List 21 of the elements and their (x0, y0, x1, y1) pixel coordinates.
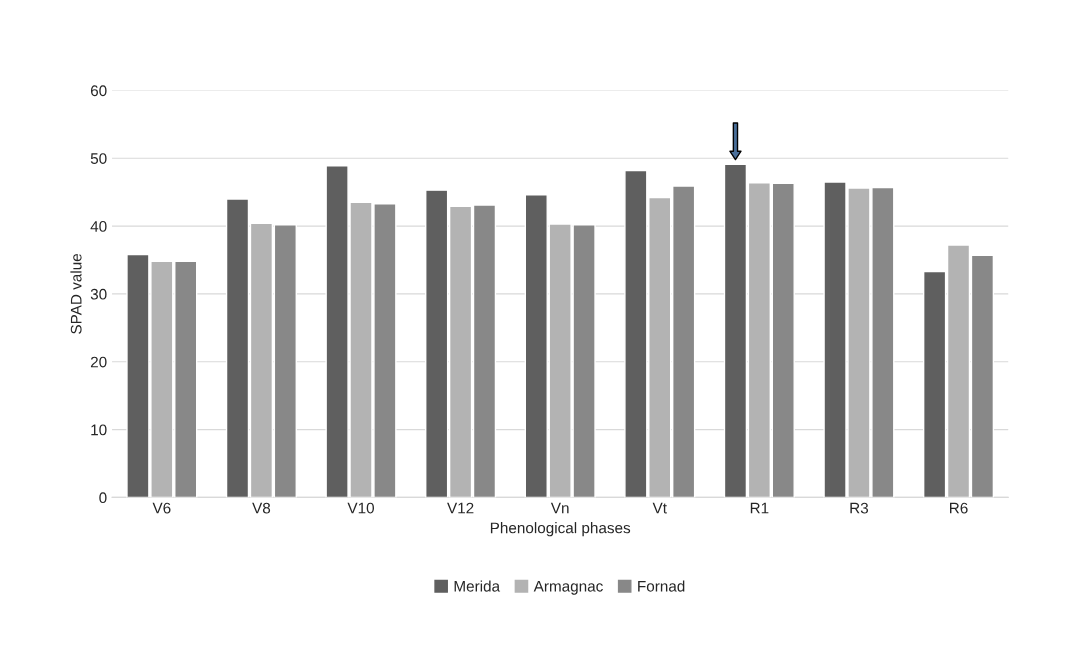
x-tick-label: R1 (750, 502, 769, 514)
legend-label: Fornad (638, 580, 685, 592)
y-tick-label: 20 (90, 356, 107, 368)
x-tick-label: V6 (152, 502, 171, 514)
y-tick-label: 30 (90, 288, 107, 300)
y-axis-title: SPAD value (70, 253, 82, 334)
x-tick-label: V12 (447, 502, 474, 514)
y-tick-label: 50 (90, 153, 107, 164)
x-tick-label: Vt (652, 502, 667, 514)
y-tick-label: 10 (91, 424, 107, 436)
y-tick-label: 40 (90, 220, 107, 232)
y-tick-label: 0 (99, 492, 107, 504)
x-tick-label: V10 (347, 502, 374, 514)
x-tick-label: R3 (850, 502, 869, 514)
x-tick-label: Vn (550, 502, 569, 514)
x-tick-label: V8 (252, 502, 271, 514)
legend-label: Armagnac (533, 581, 603, 595)
x-axis-title: Phenological phases (490, 522, 631, 537)
legend-label: Merida (454, 580, 501, 592)
x-tick-label: R6 (950, 502, 968, 514)
y-tick-label: 60 (90, 85, 107, 97)
